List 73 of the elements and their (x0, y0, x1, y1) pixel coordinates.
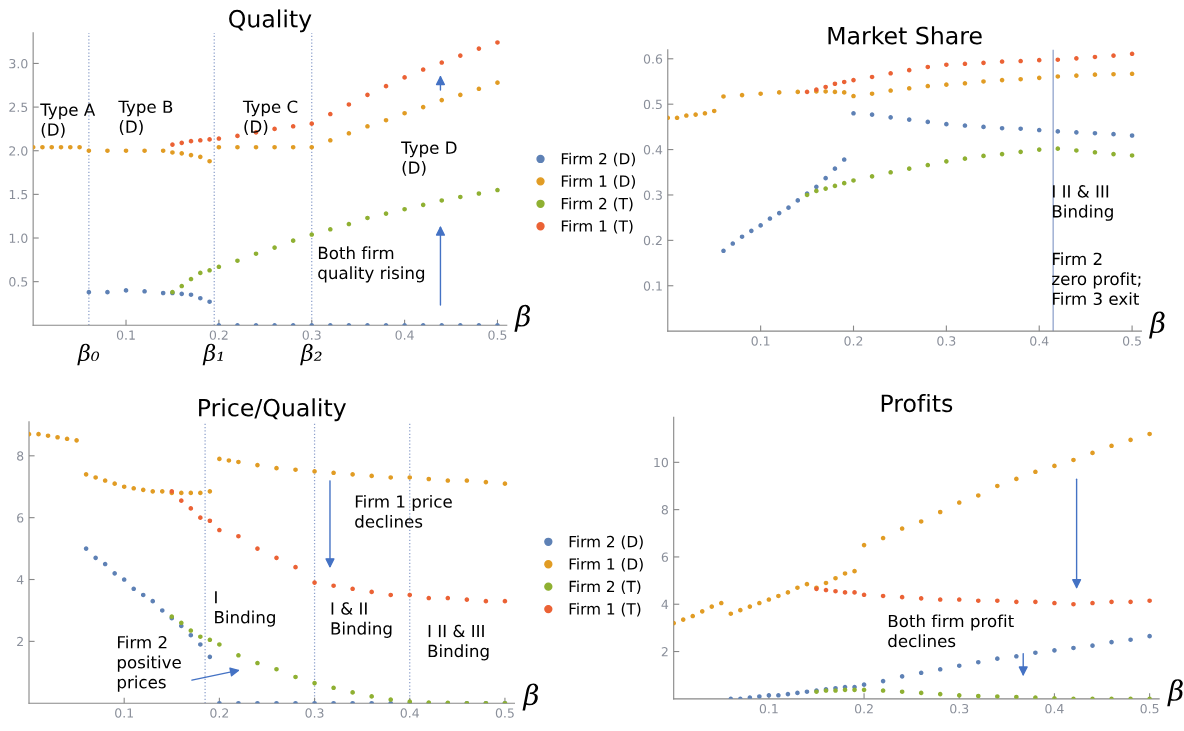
annotation: I II & III Binding (428, 624, 489, 661)
annotation: Both firm profit declines (888, 614, 1014, 648)
legend-label: Firm 1 (D) (561, 175, 635, 189)
y-tick-label: 4 (661, 599, 669, 609)
x-tick-label: 0.3 (302, 330, 321, 340)
y-tick-label: 0.6 (643, 54, 663, 64)
annotation: I & II Binding (331, 602, 392, 638)
x-tick-label: 0.3 (305, 708, 324, 718)
x-tick-label: 0.4 (1045, 703, 1064, 714)
ref-line-label: β₁ (202, 343, 223, 366)
y-tick-label: 1.5 (9, 190, 28, 200)
y-tick-label: 0.4 (643, 145, 663, 155)
x-axis-title: β (514, 304, 531, 332)
x-tick-label: 0.2 (844, 336, 863, 346)
x-tick-label: 0.2 (209, 330, 228, 340)
y-tick-label: 0.5 (9, 277, 28, 287)
y-tick-label: 0.2 (643, 235, 662, 246)
x-axis-title: β (1167, 679, 1183, 707)
y-tick-label: 6 (661, 552, 669, 562)
y-tick-label: 0.5 (643, 99, 662, 110)
x-tick-label: 0.2 (854, 703, 873, 714)
x-tick-label: 0.5 (1140, 703, 1159, 714)
y-tick-label: 8 (661, 505, 668, 515)
annotation: I Binding (215, 591, 275, 627)
x-tick-label: 0.2 (210, 708, 229, 718)
y-tick-label: 8 (17, 451, 24, 461)
ref-line-label: β₀ (77, 343, 100, 366)
y-tick-label: 2.0 (9, 146, 28, 156)
x-tick-label: 0.1 (116, 330, 135, 340)
y-tick-label: 0.3 (643, 190, 662, 200)
chart-title: Market Share (828, 26, 982, 45)
chart-title: Profits (881, 393, 953, 413)
y-tick-label: 2.5 (9, 102, 28, 113)
legend-label: Firm 2 (D) (569, 535, 643, 550)
legend-label: Firm 2 (D) (561, 152, 635, 167)
y-tick-label: 6 (17, 513, 24, 523)
legend-label: Firm 2 (T) (569, 580, 641, 595)
x-tick-label: 0.5 (495, 708, 514, 718)
x-tick-label: 0.1 (759, 703, 778, 714)
y-tick-label: 10 (654, 457, 668, 468)
legend-label: Firm 1 (T) (569, 602, 641, 617)
x-tick-label: 0.1 (751, 336, 770, 346)
x-tick-label: 0.3 (937, 336, 956, 346)
x-tick-label: 0.1 (115, 708, 133, 718)
x-tick-label: 0.4 (1030, 336, 1049, 346)
annotation: I II & III Binding (1053, 185, 1113, 221)
ref-line-label: β₂ (300, 343, 322, 366)
x-tick-label: 0.4 (400, 708, 419, 718)
annotation: Firm 1 price declines (355, 494, 452, 528)
annotation: Type B (D) (118, 100, 173, 135)
y-tick-label: 0.1 (643, 281, 662, 291)
y-tick-label: 3.0 (9, 58, 28, 69)
annotation: Firm 2 zero profit; Firm 3 exit (1052, 252, 1141, 306)
annotation: Firm 2 positive prices (117, 635, 181, 692)
legend-label: Firm 1 (D) (569, 557, 643, 572)
x-tick-label: 0.5 (1122, 336, 1141, 346)
y-tick-label: 2 (661, 647, 668, 657)
y-tick-label: 4 (16, 575, 24, 585)
x-tick-label: 0.4 (395, 330, 414, 340)
y-tick-label: 2 (17, 636, 23, 647)
chart-title: Quality (229, 9, 312, 33)
annotation: Type D (D) (401, 141, 457, 176)
x-tick-label: 0.5 (488, 330, 507, 340)
annotation: Type A (D) (40, 103, 96, 138)
annotation: Both firm quality rising (318, 246, 425, 283)
x-axis-title: β (522, 683, 539, 711)
legend-label: Firm 2 (T) (561, 197, 633, 212)
annotation: Type C (D) (242, 100, 298, 135)
legend-label: Firm 1 (T) (561, 219, 633, 234)
chart-title: Price/Quality (199, 398, 346, 422)
x-tick-label: 0.3 (950, 703, 969, 714)
x-axis-title: β (1149, 311, 1165, 339)
y-tick-label: 1.0 (9, 233, 28, 243)
